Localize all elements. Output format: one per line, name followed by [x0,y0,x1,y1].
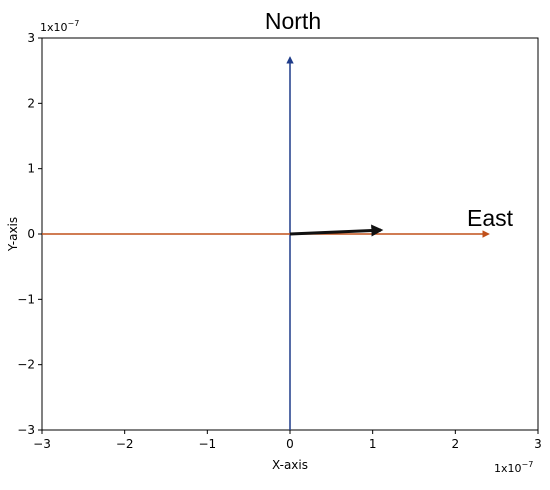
y-axis-label: Y-axis [6,217,20,252]
x-multiplier-label: 1x10−7 [494,460,533,475]
y-tick-label: 2 [27,96,35,110]
y-multiplier-exponent: −7 [68,19,80,28]
x-tick-label: 2 [452,437,460,451]
y-tick-label: −2 [17,358,35,372]
x-tick-label: 1 [369,437,377,451]
east-label: East [467,205,514,231]
x-multiplier-exponent: −7 [522,460,534,469]
x-tick-label: −2 [116,437,134,451]
x-tick-label: 3 [534,437,542,451]
x-multiplier-base: 1x10 [494,462,522,475]
y-multiplier-label: 1x10−7 [40,19,79,34]
y-tick-label: −3 [17,423,35,437]
y-tick-label: 3 [27,31,35,45]
y-multiplier-base: 1x10 [40,21,68,34]
x-axis-ticks: −3 −2 −1 0 1 2 3 [33,430,542,451]
y-tick-label: 0 [27,227,35,241]
x-tick-label: −3 [33,437,51,451]
resultant-vector [289,224,384,237]
vectors [42,56,490,430]
x-axis-label: X-axis [272,458,308,472]
y-axis-ticks: −3 −2 −1 0 1 2 3 [17,31,42,437]
x-tick-label: 0 [286,437,294,451]
north-label: North [265,8,321,34]
y-tick-label: −1 [17,292,35,306]
x-tick-label: −1 [198,437,216,451]
y-tick-label: 1 [27,162,35,176]
